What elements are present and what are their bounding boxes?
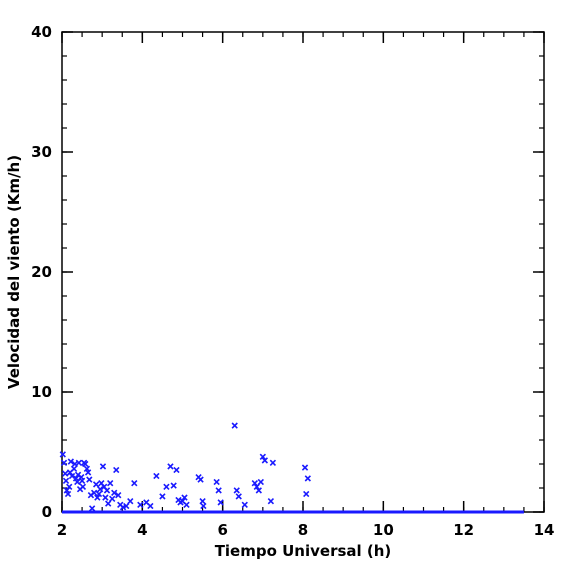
data-point-marker [109,495,116,502]
data-point-marker [183,501,190,508]
data-point-marker [269,459,277,466]
data-point-marker [60,459,68,466]
y-tick-label: 20 [31,263,52,281]
data-point-marker [163,483,170,490]
data-point-marker [233,487,240,494]
y-axis-title: Velocidad del viento (Km/h) [5,155,23,389]
data-point-marker [199,498,206,505]
plot-area-frame [61,31,545,513]
data-point-marker [261,457,269,464]
data-point-marker [62,470,69,477]
data-point-marker [197,476,204,483]
data-point-marker [303,490,310,498]
data-point-marker [84,469,92,476]
x-tick-label: 2 [57,521,67,539]
data-point-marker [96,486,104,493]
y-tick-label: 0 [42,503,52,521]
data-point-marker [253,483,260,490]
data-point-marker [95,490,103,498]
data-point-marker [167,463,174,470]
data-point-marker [59,451,66,458]
data-point-marker [159,493,166,500]
x-tick-label: 8 [298,521,308,539]
x-axis-title: Tiempo Universal (h) [215,542,392,560]
data-point-marker [231,422,238,429]
data-point-marker [235,493,242,500]
y-tick-label: 30 [31,143,52,161]
data-point-marker [113,466,120,474]
data-point-marker [173,466,180,474]
data-point-marker [92,481,100,488]
x-tick-label: 6 [217,521,227,539]
data-point-marker [103,487,111,494]
data-point-marker [131,480,138,487]
y-tick-label: 10 [31,383,52,401]
data-point-marker [123,502,130,510]
data-point-marker [215,487,222,494]
data-point-marker [115,492,122,499]
data-point-marker [86,476,93,483]
data-point-marker [301,464,309,471]
data-point-marker [102,494,109,501]
tick-labels: 2 4 6 8 10 12 14 0 10 20 30 40 [31,23,554,539]
data-point-marker [62,477,70,484]
data-point-marker [267,498,275,505]
axis-ticks [61,31,545,513]
data-point-marker [217,499,224,506]
data-point-marker [259,453,266,460]
data-point-marker [78,477,86,484]
data-point-marker [213,478,220,486]
data-point-marker [251,480,258,487]
data-point-marker [71,460,79,468]
data-point-marker [66,483,73,490]
data-point-marker [74,478,81,486]
data-point-marker [67,458,75,465]
data-point-marker [153,472,160,480]
data-point-marker [127,498,134,505]
data-point-marker [105,500,112,507]
data-point-marker [75,459,83,466]
data-point-marker [70,465,78,472]
y-tick-label: 40 [31,23,52,41]
data-point-marker [82,460,89,468]
data-points [59,422,524,514]
data-point-marker [111,489,118,496]
data-point-marker [181,494,188,501]
data-point-marker [68,472,76,480]
x-tick-label: 4 [137,521,147,539]
data-point-marker [170,482,177,489]
data-point-marker [64,490,72,498]
data-point-marker [304,475,311,482]
data-point-marker [90,489,98,496]
data-point-marker [147,502,154,510]
data-point-marker [137,501,144,508]
x-tick-label: 10 [373,521,394,539]
data-point-marker [88,505,96,512]
data-point-marker [257,478,264,486]
data-point-marker [99,463,107,470]
data-point-marker [200,502,207,510]
data-point-marker [107,480,114,487]
data-point-marker [255,487,262,494]
data-point-marker [79,483,87,490]
x-tick-label: 12 [453,521,474,539]
data-point-marker [94,494,101,501]
data-point-marker [241,501,248,508]
x-tick-label: 14 [534,521,555,539]
